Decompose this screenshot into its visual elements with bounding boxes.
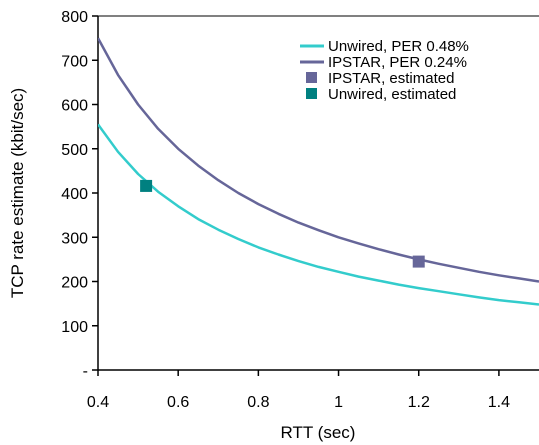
y-axis-ticks: - 100 200 300 400 500 600 700 800: [61, 9, 98, 380]
y-tick-label: 600: [61, 98, 88, 115]
x-tick-label: 0.8: [247, 394, 269, 411]
series-line-1: [98, 37, 539, 283]
series-lines: [98, 37, 539, 306]
y-tick-label: 200: [61, 275, 88, 292]
y-tick-label: 800: [61, 9, 88, 26]
series-markers: [140, 179, 425, 268]
series-marker-3: [140, 179, 153, 192]
x-tick-label: 0.4: [87, 394, 109, 411]
legend-label-1: IPSTAR, PER 0.24%: [328, 54, 467, 71]
legend: Unwired, PER 0.48%IPSTAR, PER 0.24%IPSTA…: [300, 38, 469, 103]
y-tick-label: 500: [61, 142, 88, 159]
y-tick-label: -: [83, 363, 88, 380]
x-tick-label: 1.2: [408, 394, 430, 411]
series-line-0: [98, 123, 539, 306]
legend-swatch-2: [306, 72, 317, 83]
x-tick-label: 0.6: [167, 394, 189, 411]
x-axis-title: RTT (sec): [281, 423, 356, 442]
legend-label-2: IPSTAR, estimated: [328, 70, 454, 87]
x-tick-label: 1: [334, 394, 343, 411]
legend-label-0: Unwired, PER 0.48%: [328, 38, 469, 55]
y-axis-title: TCP rate estimate (kbit/sec): [8, 88, 27, 298]
legend-label-3: Unwired, estimated: [328, 86, 456, 103]
y-tick-label: 700: [61, 53, 88, 70]
y-tick-label: 100: [61, 319, 88, 336]
y-tick-label: 300: [61, 230, 88, 247]
x-axis-ticks: 0.4 0.6 0.8 1 1.2 1.4: [87, 370, 510, 411]
series-marker-2: [412, 255, 425, 268]
legend-swatch-3: [306, 88, 317, 99]
x-tick-label: 1.4: [488, 394, 510, 411]
y-tick-label: 400: [61, 186, 88, 203]
